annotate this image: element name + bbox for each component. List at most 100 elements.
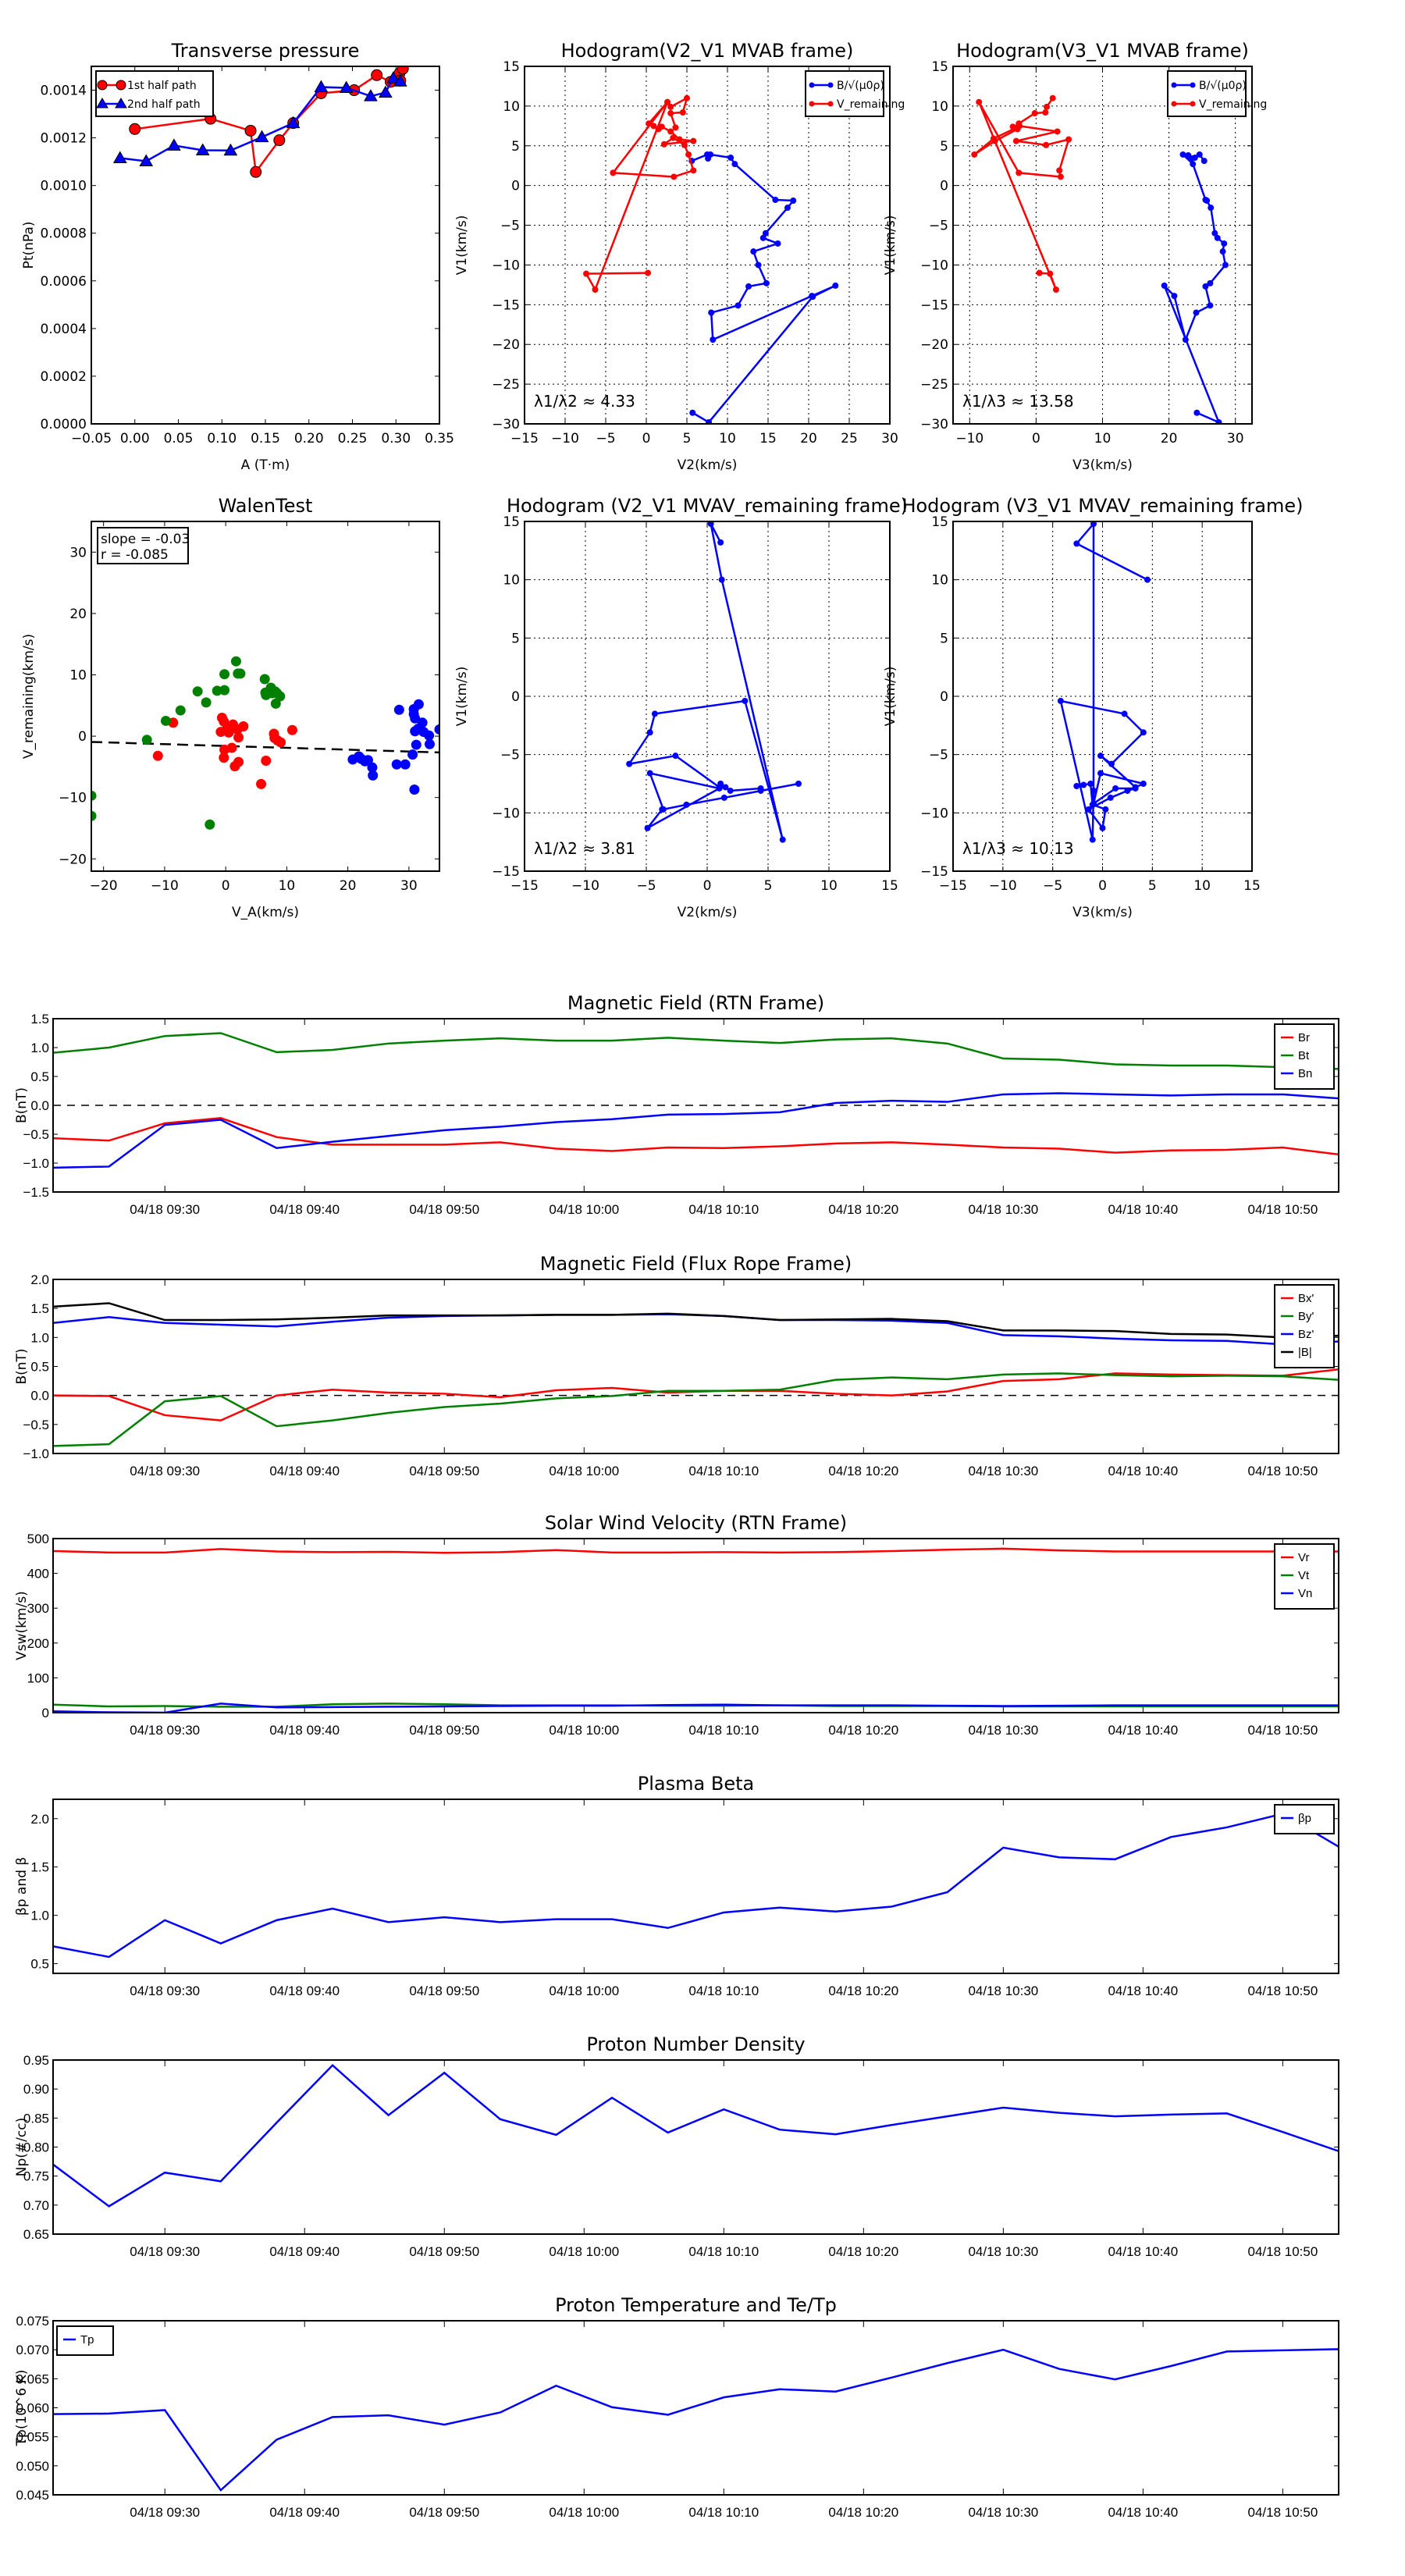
series-line-bt (53, 1032, 1339, 1070)
data-point (152, 750, 163, 761)
y-tick-label: 15 (931, 59, 948, 75)
data-point (212, 685, 222, 696)
data-point (679, 109, 686, 116)
legend-label: Bz' (1298, 1328, 1314, 1341)
data-point (254, 130, 269, 143)
y-tick-label: 0.070 (16, 2343, 49, 2357)
y-tick-label: 500 (27, 1532, 49, 1546)
data-point (1193, 309, 1200, 316)
y-tick-label: −30 (920, 417, 948, 432)
data-point (646, 729, 653, 736)
x-tick-label: 5 (764, 878, 773, 894)
series-line-bn (53, 1092, 1339, 1169)
data-point (708, 309, 715, 316)
data-point (1222, 262, 1229, 269)
plot-area (53, 1813, 1339, 1959)
data-point (651, 710, 658, 717)
plot-area (53, 1302, 1339, 1447)
legend-label: 2nd half path (127, 98, 201, 111)
x-tick-label: 04/18 10:40 (1108, 2505, 1178, 2520)
y-tick-label: 5 (511, 139, 520, 155)
data-point (832, 282, 839, 289)
data-point (755, 262, 762, 269)
data-point (1196, 151, 1203, 158)
x-tick-label: 20 (1161, 431, 1178, 447)
data-point (368, 770, 379, 781)
eigenvalue-ratio-label: λ1/λ2 ≈ 4.33 (534, 392, 635, 411)
data-point (583, 270, 590, 277)
x-tick-label: 04/18 10:50 (1247, 2505, 1318, 2520)
legend-marker (116, 80, 126, 91)
y-axis-label: B(nT) (14, 1348, 30, 1384)
x-tick-label: 0.30 (381, 431, 411, 447)
data-point (1121, 710, 1128, 717)
y-tick-label: −1.0 (23, 1446, 49, 1461)
data-point (1171, 293, 1178, 300)
y-tick-label: −0.5 (23, 1127, 49, 1142)
data-point (670, 134, 677, 141)
y-tick-label: 0 (42, 1706, 49, 1720)
data-point (667, 103, 674, 110)
series-line-b (53, 1302, 1339, 1339)
x-tick-label: −15 (510, 431, 539, 447)
eigenvalue-ratio-label: λ1/λ3 ≈ 13.58 (962, 392, 1074, 411)
axes-frame (524, 66, 891, 425)
y-tick-label: 15 (931, 514, 948, 530)
legend: 1st half path 2nd half path (95, 70, 214, 117)
y-tick-label: 0 (78, 729, 87, 745)
x-tick-label: 04/18 10:40 (1108, 1723, 1178, 1738)
data-point (1144, 576, 1151, 583)
data-point (397, 66, 409, 75)
eigenvalue-ratio-label: λ1/λ2 ≈ 3.81 (534, 839, 635, 858)
x-tick-label: −10 (989, 878, 1017, 894)
data-point (232, 724, 243, 735)
legend-label: Br (1298, 1031, 1310, 1044)
data-point (684, 94, 690, 101)
y-tick-label: 0.0 (30, 1098, 49, 1113)
y-tick-label: 1.0 (30, 1041, 49, 1055)
data-point (1102, 806, 1109, 813)
data-point (655, 126, 662, 133)
legend-label: Vt (1298, 1569, 1310, 1582)
legend-label: Bt (1298, 1049, 1310, 1062)
x-tick-label: −10 (151, 878, 179, 894)
data-point (650, 123, 657, 130)
data-point (219, 685, 230, 696)
y-axis-label: V1(km/s) (454, 667, 470, 727)
y-tick-label: 15 (503, 514, 520, 530)
chart-hodogram-v3v1-mvab: Hodogram(V3_V1 MVAB frame)−10 0 10 20 30−30−… (883, 40, 1267, 473)
series-line-vr (53, 1547, 1339, 1554)
y-tick-label: 30 (69, 545, 87, 560)
legend-marker (97, 80, 108, 91)
x-tick-label: 0.35 (425, 431, 454, 447)
data-point (1042, 109, 1049, 116)
series-line-tp (53, 2348, 1339, 2492)
data-point (706, 418, 713, 424)
data-point (660, 141, 667, 148)
data-point (259, 674, 270, 685)
x-tick-label: 04/18 09:40 (269, 1723, 340, 1738)
legend-marker (809, 101, 815, 107)
x-tick-label: 04/18 10:20 (828, 2505, 898, 2520)
x-tick-label: 04/18 09:50 (409, 2244, 479, 2259)
legend-label: V_remaining (837, 98, 905, 111)
legend-marker (1190, 101, 1196, 107)
legend-label: B/√(μ0ρ) (1199, 80, 1247, 92)
legend-label: B/√(μ0ρ) (837, 80, 884, 92)
data-point (644, 824, 651, 831)
data-point (672, 124, 679, 131)
data-point (1185, 151, 1192, 158)
legend: B/√(μ0ρ) V_remaining (1167, 70, 1267, 117)
y-tick-label: 2.0 (30, 1812, 49, 1827)
y-tick-label: −10 (492, 258, 520, 273)
legend-marker (1171, 82, 1177, 88)
x-tick-label: 04/18 10:10 (688, 1464, 759, 1478)
x-tick-label: 04/18 09:30 (130, 1723, 200, 1738)
legend-marker (827, 82, 834, 88)
data-point (1089, 801, 1096, 808)
x-tick-label: 10 (1094, 431, 1112, 447)
data-point (219, 669, 230, 680)
y-tick-label: 5 (940, 631, 948, 646)
x-tick-label: 10 (279, 878, 296, 894)
